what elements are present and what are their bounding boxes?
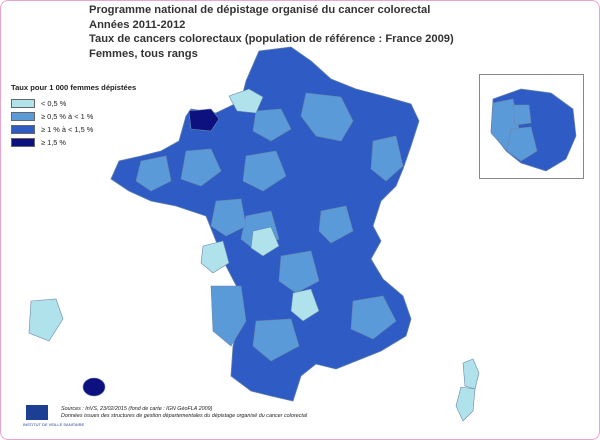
region-rhone [318,205,354,244]
legend-swatch-2 [11,125,35,134]
dept-indre [250,226,280,257]
corsica-north [462,358,480,390]
invs-logo-text: INSTITUT DE VEILLE SANITAIRE [23,422,85,427]
sources-line-1: Sources : InVS, 23/02/2015 (fond de cart… [61,406,213,412]
invs-logo [26,405,48,420]
region-alsace [370,135,404,182]
dept-vienne [200,240,230,274]
legend-item: ≥ 1 % à < 1,5 % [11,123,136,136]
legend-item: ≥ 1,5 % [11,136,136,149]
sources-note: Sources : InVS, 23/02/2015 (fond de cart… [61,406,307,420]
dept-calvados [188,108,220,132]
corsica [455,358,480,422]
legend-label: < 0,5 % [41,99,67,108]
reunion-island [82,377,106,397]
region-midi [252,318,300,362]
title-line-3: Taux de cancers colorectaux (population … [89,33,454,45]
legend-swatch-0 [11,99,35,108]
idf-south [506,126,538,162]
sources-line-2: Données issues des structures de gestion… [61,413,308,420]
dept-lozere [290,288,320,322]
idf-inset-frame [479,74,584,179]
legend-label: ≥ 1 % à < 1,5 % [41,125,94,134]
idf-center [512,104,532,126]
legend-label: ≥ 1,5 % [41,138,67,147]
region-loire [180,148,222,187]
region-auvergne [278,250,320,294]
region-bretagne-east [135,155,172,192]
legend-title: Taux pour 1 000 femmes dépistées [11,83,137,92]
region-ile-de-france-west [252,108,292,142]
region-aquitaine [210,285,247,347]
legend-label: ≥ 0,5 % à < 1 % [41,112,94,121]
outlying-west-island [28,298,64,342]
corsica-south [455,386,476,422]
legend-item: < 0,5 % [11,97,136,110]
idf-inset-map [490,88,577,172]
departments-mid-blue [135,92,404,362]
region-poitou [210,198,247,237]
legend-swatch-3 [11,138,35,147]
region-champagne [300,92,354,142]
title-line-4: Femmes, tous rangs [89,47,198,60]
legend: Taux pour 1 000 femmes dépistées < 0,5 %… [11,83,136,149]
legend-item: ≥ 0,5 % à < 1 % [11,110,136,123]
departments-light [200,88,320,322]
legend-swatch-1 [11,112,35,121]
dept-seine-maritime [228,88,264,114]
region-provence [350,295,397,340]
title-line-1: Programme national de dépistage organisé… [89,4,431,16]
title-line-2: Années 2011-2012 [89,18,186,31]
region-centre [242,150,287,192]
map-title: Programme national de dépistage organisé… [89,3,454,61]
